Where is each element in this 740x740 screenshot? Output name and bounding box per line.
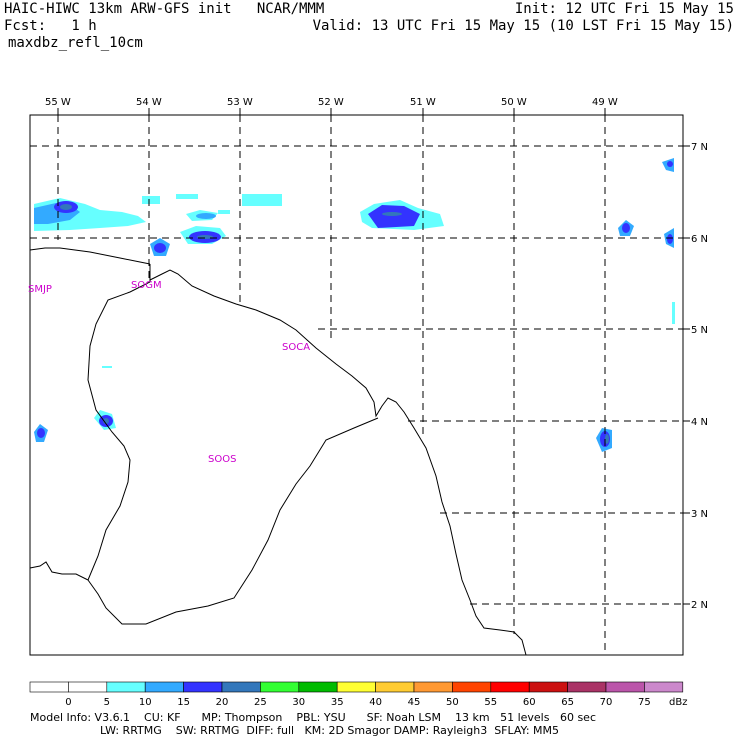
colorbar-swatch xyxy=(490,681,530,693)
station-label: SMJP xyxy=(28,284,52,295)
coastlines xyxy=(29,247,527,656)
colorbar-tick-label: 40 xyxy=(369,697,382,708)
colorbar-tick-label: 50 xyxy=(446,697,459,708)
lon-label: 54 W xyxy=(136,97,162,108)
lat-label: 3 N xyxy=(691,509,708,520)
lon-label: 50 W xyxy=(501,97,527,108)
colorbar-tick-label: 55 xyxy=(484,697,497,708)
lon-label: 53 W xyxy=(227,97,253,108)
lat-label: 7 N xyxy=(691,142,708,153)
map-title: HAIC-HIWC 13km ARW-GFS init NCAR/MMM xyxy=(4,1,325,17)
colorbar-swatch xyxy=(144,681,184,693)
lat-label: 2 N xyxy=(691,600,708,611)
colorbar-labels: 0 5 10 15 20 25 30 35 40 45 50 55 60 65 70 75 xyxy=(65,697,651,708)
colorbar-tick-label: 25 xyxy=(254,697,267,708)
valid-time: Valid: 13 UTC Fri 15 May 15 (10 LST Fri … xyxy=(312,18,734,34)
colorbar-tick-label: 0 xyxy=(65,697,71,708)
colorbar-tick-label: 15 xyxy=(177,697,190,708)
lat-label: 4 N xyxy=(691,417,708,428)
colorbar-swatch xyxy=(68,681,108,693)
colorbar-swatch xyxy=(567,681,607,693)
lon-label: 55 W xyxy=(45,97,71,108)
colorbar-swatch xyxy=(336,681,376,693)
colorbar-tick-label: 30 xyxy=(292,697,305,708)
map-frame xyxy=(29,114,684,656)
colorbar-tick-label: 35 xyxy=(331,697,344,708)
model-info-line2: LW: RRTMG SW: RRTMG DIFF: full KM: 2D Sm… xyxy=(100,724,560,737)
lat-label: 6 N xyxy=(691,234,708,245)
latitude-axis: 7 N 6 N 5 N 4 N 3 N 2 N xyxy=(683,142,708,611)
colorbar-swatch xyxy=(29,681,69,693)
lon-label: 52 W xyxy=(318,97,344,108)
colorbar-swatch xyxy=(221,681,261,693)
reflectivity-echoes xyxy=(34,158,675,452)
colorbar-swatch xyxy=(452,681,492,693)
field-name: maxdbz_refl_10cm xyxy=(8,35,143,51)
colorbar-swatch xyxy=(644,681,684,693)
longitude-axis: 55 W 54 W 53 W 52 W 51 W 50 W 49 W xyxy=(45,97,618,115)
colorbar-unit: dBz xyxy=(669,697,687,708)
colorbar xyxy=(29,681,684,693)
colorbar-swatch xyxy=(528,681,568,693)
lat-lon-grid xyxy=(30,115,683,655)
forecast-hour: Fcst: 1 h xyxy=(4,18,97,34)
colorbar-swatch xyxy=(375,681,415,693)
colorbar-swatch xyxy=(106,681,146,693)
lat-label: 5 N xyxy=(691,325,708,336)
colorbar-tick-label: 65 xyxy=(561,697,574,708)
colorbar-swatch xyxy=(183,681,223,693)
lon-label: 51 W xyxy=(410,97,436,108)
colorbar-tick-label: 75 xyxy=(638,697,651,708)
colorbar-tick-label: 5 xyxy=(104,697,110,708)
model-info-line1: Model Info: V3.6.1 CU: KF MP: Thompson P… xyxy=(30,711,597,724)
colorbar-tick-label: 60 xyxy=(523,697,536,708)
lon-label: 49 W xyxy=(592,97,618,108)
colorbar-tick-label: 70 xyxy=(600,697,613,708)
colorbar-swatch xyxy=(298,681,338,693)
station-label: SOGM xyxy=(131,280,162,291)
colorbar-swatch xyxy=(413,681,453,693)
colorbar-tick-label: 20 xyxy=(216,697,229,708)
colorbar-swatch xyxy=(260,681,300,693)
colorbar-swatch xyxy=(605,681,645,693)
station-label: SOCA xyxy=(282,342,310,353)
colorbar-tick-label: 10 xyxy=(139,697,152,708)
station-label: SOOS xyxy=(208,454,236,465)
init-time: Init: 12 UTC Fri 15 May 15 xyxy=(514,1,734,17)
colorbar-tick-label: 45 xyxy=(408,697,421,708)
